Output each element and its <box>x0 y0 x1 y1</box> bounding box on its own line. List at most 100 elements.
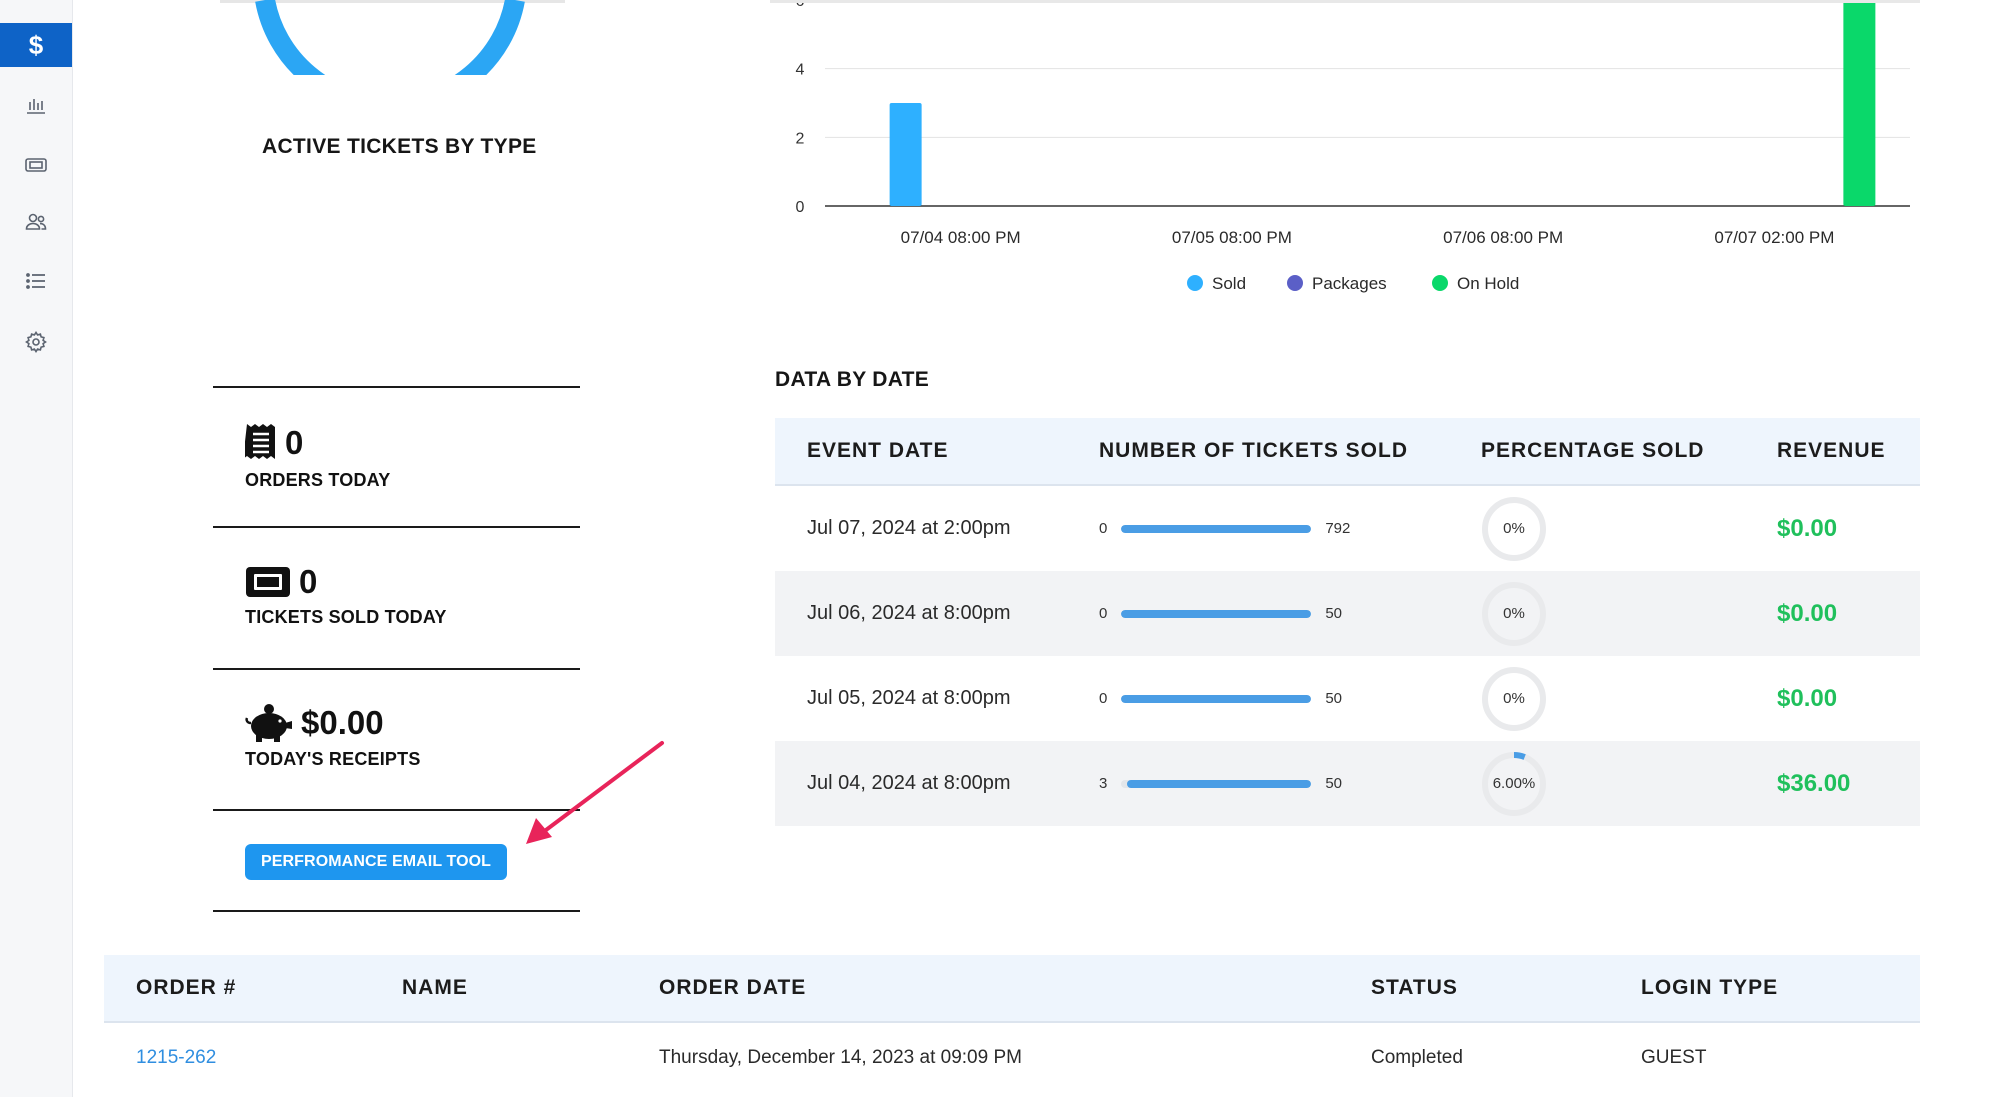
divider <box>213 386 580 388</box>
tickets-progress-bar <box>1121 524 1312 533</box>
tickets-sold-today-label: TICKETS SOLD TODAY <box>245 607 447 627</box>
kpi-tickets-sold-today: 0 TICKETS SOLD TODAY <box>245 563 447 628</box>
table-row: Jul 05, 2024 at 8:00pm 0 50 0% $0.00 <box>775 656 1920 741</box>
table-row: Jul 07, 2024 at 2:00pm 0 792 0% $0.00 <box>775 486 1920 571</box>
tickets-progress-bar <box>1121 779 1312 788</box>
users-icon <box>25 213 47 230</box>
divider <box>213 809 580 811</box>
annotation-arrow <box>526 741 664 844</box>
legend-marker <box>1187 275 1203 291</box>
table-row[interactable]: 1215-262 Thursday, December 14, 2023 at … <box>104 1023 1920 1093</box>
y-tick-label: 0 <box>796 199 805 216</box>
order-login-type: GUEST <box>1641 1047 1707 1068</box>
table-row: Jul 04, 2024 at 8:00pm 3 50 6.00% $36.00 <box>775 741 1920 826</box>
sold-count: 0 <box>1099 605 1108 622</box>
event-date: Jul 04, 2024 at 8:00pm <box>807 772 1011 794</box>
sidebar-item-reports[interactable] <box>0 83 72 127</box>
divider <box>213 910 580 912</box>
percentage-donut: 0% <box>1481 666 1547 732</box>
col-order-number[interactable]: ORDER # <box>136 976 237 999</box>
x-tick-label: 07/07 02:00 PM <box>1714 228 1834 247</box>
ticket-icon <box>246 567 290 597</box>
x-tick-label: 07/05 08:00 PM <box>1172 228 1292 247</box>
percentage-label: 0% <box>1503 690 1525 707</box>
revenue-value: $0.00 <box>1777 684 1838 712</box>
data-by-date-title: DATA BY DATE <box>775 368 930 391</box>
col-tickets-sold[interactable]: NUMBER OF TICKETS SOLD <box>1099 439 1408 462</box>
legend-marker <box>1287 275 1303 291</box>
x-tick-label: 07/06 08:00 PM <box>1443 228 1563 247</box>
sidebar-item-customers[interactable] <box>0 200 72 244</box>
ticket-icon <box>25 158 47 172</box>
divider <box>213 526 580 528</box>
data-by-date-table: EVENT DATE NUMBER OF TICKETS SOLD PERCEN… <box>775 418 1920 826</box>
legend-label[interactable]: Packages <box>1312 274 1387 293</box>
bar-chart-icon <box>27 99 45 114</box>
percentage-donut: 0% <box>1481 496 1547 562</box>
col-order-date[interactable]: ORDER DATE <box>659 976 807 999</box>
y-tick-label: 2 <box>796 130 805 147</box>
kpi-todays-receipts: $0.00 TODAY'S RECEIPTS <box>245 703 421 770</box>
sold-count: 3 <box>1099 775 1108 792</box>
sold-count: 0 <box>1099 690 1108 707</box>
order-date: Thursday, December 14, 2023 at 09:09 PM <box>659 1047 1022 1068</box>
receipt-icon <box>245 424 275 459</box>
orders-today-value: 0 <box>285 424 304 461</box>
legend-label[interactable]: On Hold <box>1457 274 1519 293</box>
bar-on-hold[interactable] <box>1843 3 1876 206</box>
sidebar-item-sales[interactable]: $ <box>0 23 72 67</box>
percentage-label: 0% <box>1503 520 1525 537</box>
sidebar-item-settings[interactable] <box>0 320 72 364</box>
table-row: Jul 06, 2024 at 8:00pm 0 50 0% $0.00 <box>775 571 1920 656</box>
percentage-label: 0% <box>1503 605 1525 622</box>
order-number-link[interactable]: 1215-262 <box>136 1047 217 1068</box>
capacity-count: 50 <box>1325 690 1343 707</box>
col-percentage-sold[interactable]: PERCENTAGE SOLD <box>1481 439 1705 462</box>
revenue-value: $36.00 <box>1777 769 1851 797</box>
orders-today-label: ORDERS TODAY <box>245 470 391 490</box>
col-login-type[interactable]: LOGIN TYPE <box>1641 976 1779 999</box>
capacity-count: 50 <box>1325 775 1343 792</box>
capacity-count: 50 <box>1325 605 1343 622</box>
kpi-orders-today: 0 ORDERS TODAY <box>245 422 390 491</box>
dollar-icon: $ <box>28 29 44 60</box>
sold-count: 0 <box>1099 520 1108 537</box>
sidebar: $ <box>0 0 73 1097</box>
tickets-progress-fill <box>1127 779 1312 788</box>
percentage-donut: 6.00% <box>1481 751 1547 817</box>
x-tick-label: 07/04 08:00 PM <box>901 228 1021 247</box>
col-revenue[interactable]: REVENUE <box>1777 439 1886 462</box>
tickets-progress-fill <box>1121 524 1312 533</box>
y-tick-label: 4 <box>796 62 805 79</box>
tickets-progress-bar <box>1121 694 1312 703</box>
todays-receipts-label: TODAY'S RECEIPTS <box>245 749 421 769</box>
percentage-label: 6.00% <box>1492 775 1536 792</box>
table-header: ORDER # NAME ORDER DATE STATUS LOGIN TYP… <box>104 955 1920 1023</box>
tickets-progress-fill <box>1121 609 1312 618</box>
legend-marker <box>1432 275 1448 291</box>
sidebar-item-tickets[interactable] <box>0 143 72 187</box>
divider <box>213 668 580 670</box>
table-header: EVENT DATE NUMBER OF TICKETS SOLD PERCEN… <box>775 418 1920 486</box>
event-date: Jul 07, 2024 at 2:00pm <box>807 517 1011 539</box>
active-tickets-title: ACTIVE TICKETS BY TYPE <box>262 135 537 158</box>
tickets-sold-cell: 0 50 <box>1099 605 1342 622</box>
col-status[interactable]: STATUS <box>1371 976 1458 999</box>
tickets-sold-cell: 3 50 <box>1099 775 1342 792</box>
event-date: Jul 05, 2024 at 8:00pm <box>807 687 1011 709</box>
revenue-value: $0.00 <box>1777 599 1838 627</box>
tickets-progress-bar <box>1121 609 1312 618</box>
event-date: Jul 06, 2024 at 8:00pm <box>807 602 1011 624</box>
bar-sold[interactable] <box>889 103 922 206</box>
tickets-sold-cell: 0 50 <box>1099 690 1342 707</box>
col-event-date[interactable]: EVENT DATE <box>807 439 949 462</box>
performance-email-tool-button[interactable]: PERFROMANCE EMAIL TOOL <box>245 844 507 880</box>
col-name[interactable]: NAME <box>402 976 468 999</box>
y-tick-label: 6 <box>796 3 805 10</box>
tickets-sold-today-value: 0 <box>299 563 318 600</box>
todays-receipts-value: $0.00 <box>301 704 384 741</box>
sidebar-item-list[interactable] <box>0 259 72 303</box>
orders-table: ORDER # NAME ORDER DATE STATUS LOGIN TYP… <box>104 955 1920 1093</box>
percentage-donut: 0% <box>1481 581 1547 647</box>
legend-label[interactable]: Sold <box>1212 274 1246 293</box>
